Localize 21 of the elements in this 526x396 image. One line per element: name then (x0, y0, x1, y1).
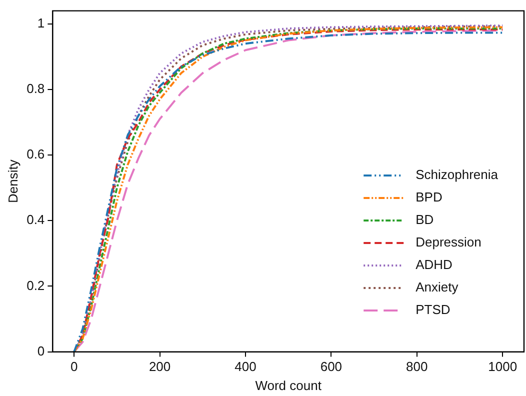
y-tick-label: 0.8 (26, 81, 45, 96)
x-tick-label: 400 (234, 359, 256, 374)
y-tick-label: 0.4 (26, 212, 45, 228)
legend-label: BPD (416, 190, 442, 205)
y-tick-label: 0.6 (26, 146, 45, 162)
legend-label: Anxiety (416, 280, 459, 295)
legend-label: ADHD (416, 257, 452, 272)
legend-label: BD (416, 212, 434, 228)
legend-label: Depression (416, 234, 482, 250)
y-tick-label: 0 (37, 343, 45, 358)
y-axis-title: Density (5, 159, 20, 203)
x-tick-label: 200 (148, 359, 171, 374)
x-tick-label: 0 (70, 359, 78, 374)
legend-label: Schizophrenia (416, 167, 499, 182)
legend-label: PTSD (416, 302, 450, 318)
x-tick-label: 600 (320, 359, 342, 374)
x-tick-label: 1000 (488, 359, 518, 374)
y-tick-label: 1 (37, 15, 45, 30)
y-tick-label: 0.2 (26, 278, 45, 293)
x-axis-title: Word count (255, 378, 322, 393)
x-tick-label: 800 (406, 359, 428, 374)
